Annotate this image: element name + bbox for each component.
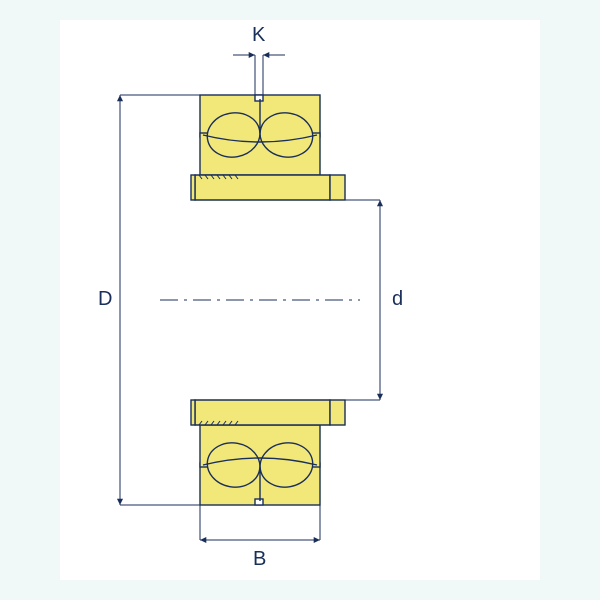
bearing-diagram-svg [0, 0, 600, 600]
label-d: d [392, 288, 403, 311]
label-B: B [253, 548, 266, 571]
label-K: K [252, 24, 265, 47]
label-D: D [98, 288, 112, 311]
diagram-stage: D d B K [0, 0, 600, 600]
